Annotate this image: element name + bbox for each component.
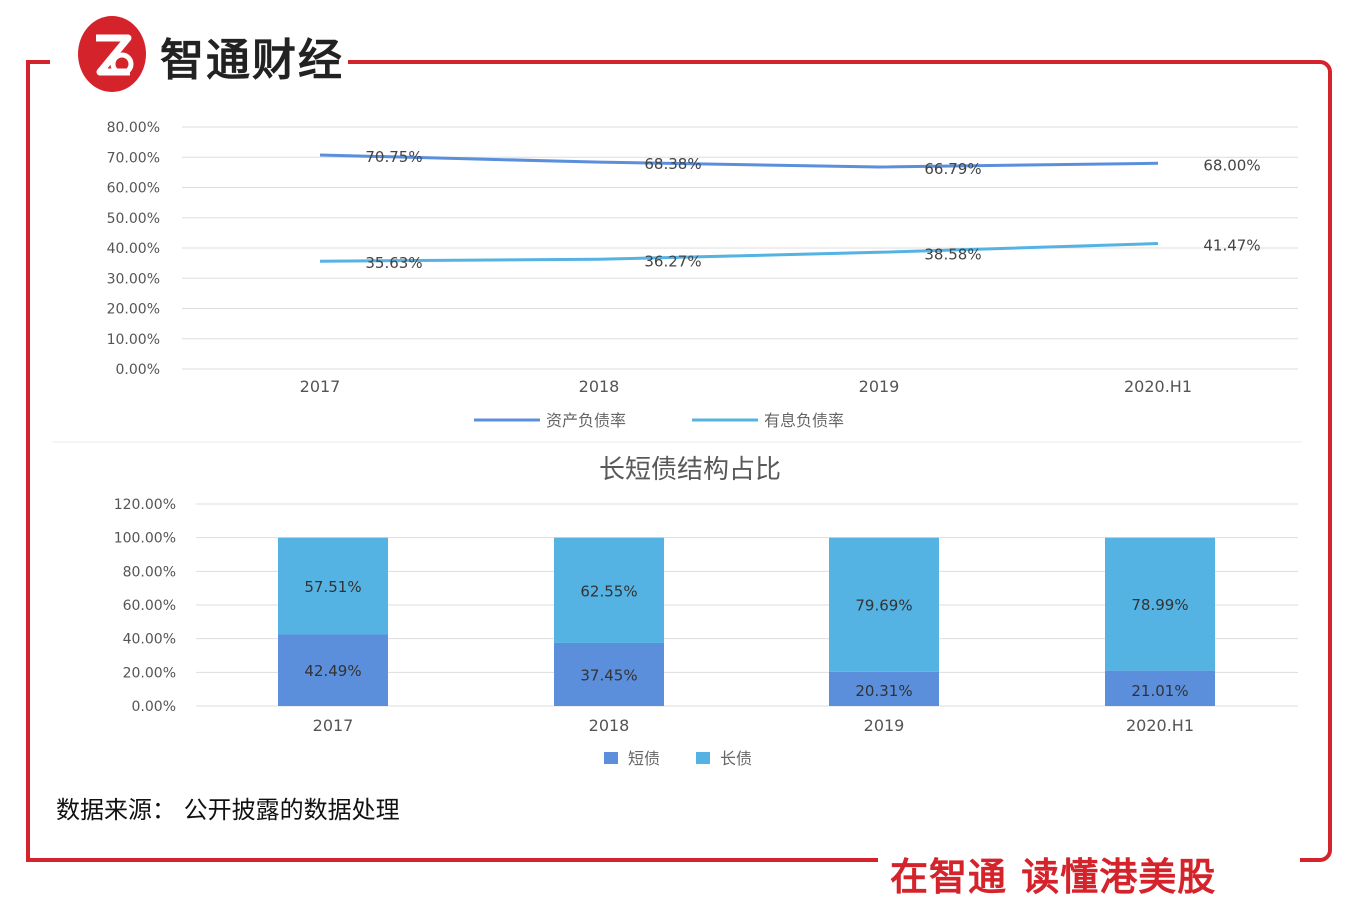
bar-chart-data-label: 62.55%	[580, 582, 637, 600]
bar-chart-data-label: 78.99%	[1131, 596, 1188, 614]
bar-chart-ytick-label: 100.00%	[114, 531, 176, 547]
line-chart-data-label: 38.58%	[924, 245, 981, 263]
frame-bottom-left-border	[26, 858, 878, 862]
bar-chart-data-label: 20.31%	[855, 682, 912, 700]
bar-chart-bar	[278, 537, 388, 635]
bar-chart-ytick-label: 60.00%	[123, 598, 176, 614]
line-chart-data-label: 35.63%	[365, 254, 422, 272]
frame-right-border	[1328, 88, 1332, 848]
frame-top-left-border	[26, 60, 50, 64]
bar-chart-bar	[554, 537, 664, 643]
line-chart-ytick-label: 20.00%	[107, 302, 160, 318]
bar-chart-ytick-label: 20.00%	[123, 665, 176, 681]
bar-chart-bar	[829, 671, 939, 706]
frame-left-border	[26, 60, 30, 860]
line-chart-ytick-label: 10.00%	[107, 332, 160, 348]
bar-chart-legend-swatch	[696, 752, 710, 764]
brand-name: 智通财经	[160, 35, 344, 86]
line-chart-ytick-label: 0.00%	[116, 362, 160, 378]
bar-chart-data-label: 42.49%	[304, 662, 361, 680]
line-chart-xtick-label: 2018	[579, 377, 620, 396]
line-chart-legend-label: 有息负债率	[764, 411, 844, 430]
bar-chart-bar	[1105, 670, 1215, 706]
frame-corner-bottom-right	[1300, 830, 1332, 862]
line-chart-ytick-label: 30.00%	[107, 271, 160, 287]
source-note: 数据来源： 公开披露的数据处理	[56, 796, 400, 824]
line-chart-data-label: 68.00%	[1203, 156, 1260, 174]
slogan: 在智通 读懂港美股	[890, 855, 1217, 899]
bar-chart-xtick-label: 2018	[589, 716, 630, 735]
line-chart-data-label: 68.38%	[644, 155, 701, 173]
frame-top-right-border	[348, 60, 1316, 64]
line-chart-ytick-label: 80.00%	[107, 120, 160, 136]
bar-chart-legend-label: 短债	[628, 749, 660, 768]
bar-chart-ytick-label: 40.00%	[123, 632, 176, 648]
line-chart-legend-label: 资产负债率	[546, 411, 626, 430]
bar-chart-bar	[1105, 537, 1215, 671]
line-chart-data-label: 70.75%	[365, 148, 422, 166]
line-chart-data-label: 36.27%	[644, 252, 701, 270]
bar-chart-xtick-label: 2019	[864, 716, 905, 735]
bar-chart-data-label: 37.45%	[580, 666, 637, 684]
bar-chart-title: 长短债结构占比	[599, 455, 781, 485]
brand-logo-icon	[78, 16, 146, 92]
line-chart-xtick-label: 2017	[300, 377, 341, 396]
bar-chart-data-label: 21.01%	[1131, 682, 1188, 700]
line-chart-data-label: 41.47%	[1203, 237, 1260, 255]
bar-chart-data-label: 79.69%	[855, 597, 912, 615]
bar-chart-ytick-label: 0.00%	[132, 699, 176, 715]
bar-chart-data-label: 57.51%	[304, 578, 361, 596]
bar-chart-bar	[278, 634, 388, 706]
line-chart-series-line	[319, 153, 1159, 169]
line-chart-xtick-label: 2019	[859, 377, 900, 396]
line-chart-data-label: 66.79%	[924, 160, 981, 178]
line-chart-ytick-label: 50.00%	[107, 211, 160, 227]
bar-chart-ytick-label: 120.00%	[114, 497, 176, 513]
line-chart-ytick-label: 40.00%	[107, 241, 160, 257]
bar-chart-xtick-label: 2020.H1	[1126, 716, 1194, 735]
bar-chart-ytick-label: 80.00%	[123, 564, 176, 580]
line-chart-ytick-label: 60.00%	[107, 181, 160, 197]
bar-chart-bar	[829, 537, 939, 672]
line-chart-series-line	[319, 242, 1159, 263]
bar-chart-legend-swatch	[604, 752, 618, 764]
bar-chart-bar	[554, 642, 664, 706]
bar-chart-xtick-label: 2017	[313, 716, 354, 735]
line-chart-ytick-label: 70.00%	[107, 150, 160, 166]
frame-corner-top-right	[1300, 60, 1332, 92]
line-chart-xtick-label: 2020.H1	[1124, 377, 1192, 396]
bar-chart-legend-label: 长债	[720, 749, 752, 768]
